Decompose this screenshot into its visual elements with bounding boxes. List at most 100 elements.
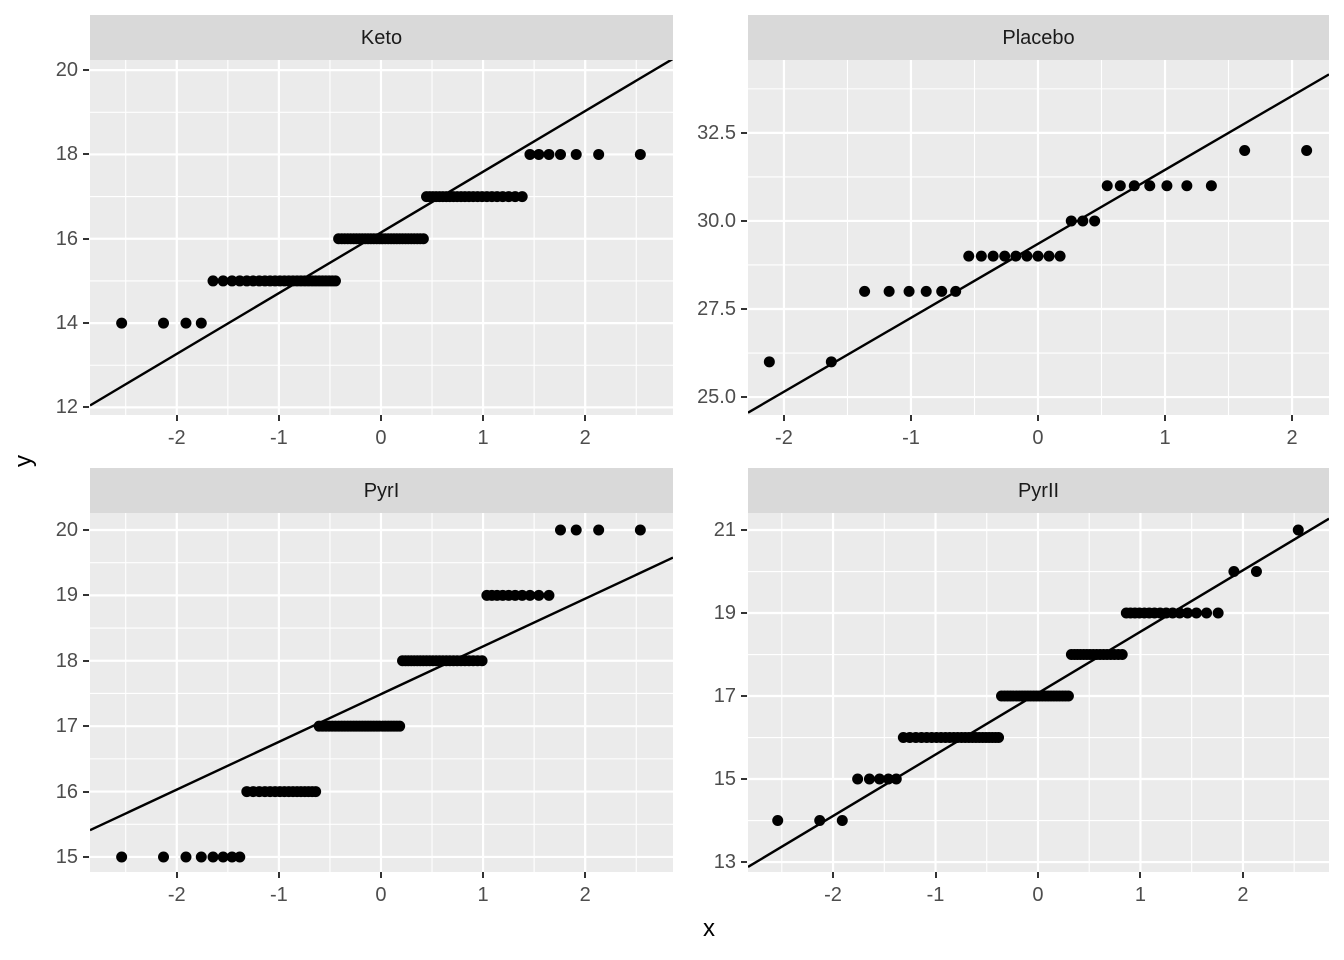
data-point (1062, 690, 1074, 702)
data-point (1116, 649, 1128, 661)
x-tick-label: 0 (1032, 427, 1044, 449)
data-point (883, 285, 895, 297)
y-tick-label: 17 (55, 715, 78, 738)
data-point (763, 356, 775, 368)
qq-points (772, 524, 1304, 827)
facet-strip-pyri: PyrI (90, 468, 673, 513)
x-tick-mark (1164, 415, 1166, 421)
data-point (1089, 215, 1101, 227)
y-tick-label: 30.0 (697, 209, 736, 232)
y-tick-label: 15 (55, 845, 78, 868)
data-point (890, 773, 902, 785)
data-point (1077, 215, 1089, 227)
data-point (1021, 250, 1033, 262)
x-tick-label: 1 (477, 884, 489, 906)
qq-points (763, 145, 1313, 368)
data-point (516, 191, 528, 203)
data-point (554, 148, 566, 160)
x-tick-label: -2 (167, 884, 186, 906)
data-point (1174, 607, 1186, 619)
data-point (1043, 250, 1055, 262)
x-tick-mark (1036, 415, 1039, 421)
y-tick-label: 18 (55, 649, 78, 672)
data-point (836, 815, 848, 827)
data-point (1114, 180, 1126, 192)
y-tick-mark (83, 594, 89, 597)
data-point (593, 148, 605, 160)
data-point (950, 285, 962, 297)
data-point (975, 250, 987, 262)
data-point (852, 773, 864, 785)
x-tick-mark (1241, 872, 1244, 878)
data-point (217, 851, 229, 863)
y-tick-label: 21 (713, 519, 736, 542)
data-point (543, 148, 555, 160)
x-tick-mark (782, 415, 785, 421)
data-point (516, 589, 528, 601)
data-point (825, 356, 837, 368)
x-tick-mark (277, 415, 280, 421)
data-point (1128, 180, 1140, 192)
y-tick-mark (83, 69, 89, 72)
data-point (1054, 250, 1066, 262)
data-point (1181, 607, 1193, 619)
x-tick-mark (379, 872, 382, 878)
data-point (987, 250, 999, 262)
x-tick-label: 0 (1032, 884, 1044, 906)
y-axis-title: y (10, 455, 37, 467)
data-point (1239, 145, 1251, 157)
y-tick-mark (741, 131, 747, 134)
y-tick-mark (83, 790, 89, 793)
panel-placebo (748, 60, 1329, 415)
facet-strip-label-keto: Keto (360, 26, 403, 49)
y-tick-mark (741, 861, 747, 864)
x-tick-label: 2 (579, 884, 591, 906)
facet-strip-keto: Keto (90, 15, 673, 60)
data-point (234, 851, 246, 863)
x-tick-mark (277, 872, 280, 878)
facet-strip-label-pyri: PyrI (363, 479, 400, 502)
y-tick-mark (741, 778, 747, 781)
data-point (476, 655, 488, 667)
data-point (1292, 524, 1304, 536)
data-point (963, 250, 975, 262)
data-point (903, 285, 915, 297)
panel-pyri (90, 513, 673, 872)
data-point (554, 524, 566, 536)
qq-points (116, 148, 646, 329)
y-tick-label: 18 (55, 143, 78, 166)
x-tick-label: 2 (1286, 427, 1298, 449)
y-tick-mark (83, 322, 89, 325)
y-tick-mark (83, 529, 89, 531)
data-point (1201, 607, 1213, 619)
y-tick-label: 16 (55, 227, 78, 250)
data-point (116, 317, 128, 329)
y-tick-mark (83, 855, 89, 858)
data-point (1101, 180, 1113, 192)
y-tick-label: 14 (55, 312, 78, 335)
x-tick-label: 2 (1237, 884, 1249, 906)
y-tick-mark (741, 612, 747, 615)
x-tick-label: 0 (375, 884, 387, 906)
y-tick-mark (83, 153, 89, 156)
data-point (226, 851, 238, 863)
data-point (1190, 607, 1202, 619)
x-tick-label: -1 (269, 884, 288, 906)
data-point (1228, 566, 1240, 578)
panel-canvas-placebo (748, 60, 1329, 415)
x-tick-mark (482, 415, 485, 421)
data-point (1144, 180, 1156, 192)
y-tick-label: 19 (55, 584, 78, 607)
y-tick-label: 15 (713, 768, 736, 791)
y-tick-mark (83, 659, 89, 662)
x-tick-mark (175, 872, 178, 878)
panel-canvas-keto (90, 60, 673, 415)
panel-canvas-pyrii (748, 513, 1329, 872)
x-tick-label: 2 (579, 427, 591, 449)
data-point (814, 815, 826, 827)
x-tick-mark (934, 872, 937, 878)
data-point (524, 148, 536, 160)
y-tick-mark (741, 695, 747, 698)
data-point (524, 589, 536, 601)
